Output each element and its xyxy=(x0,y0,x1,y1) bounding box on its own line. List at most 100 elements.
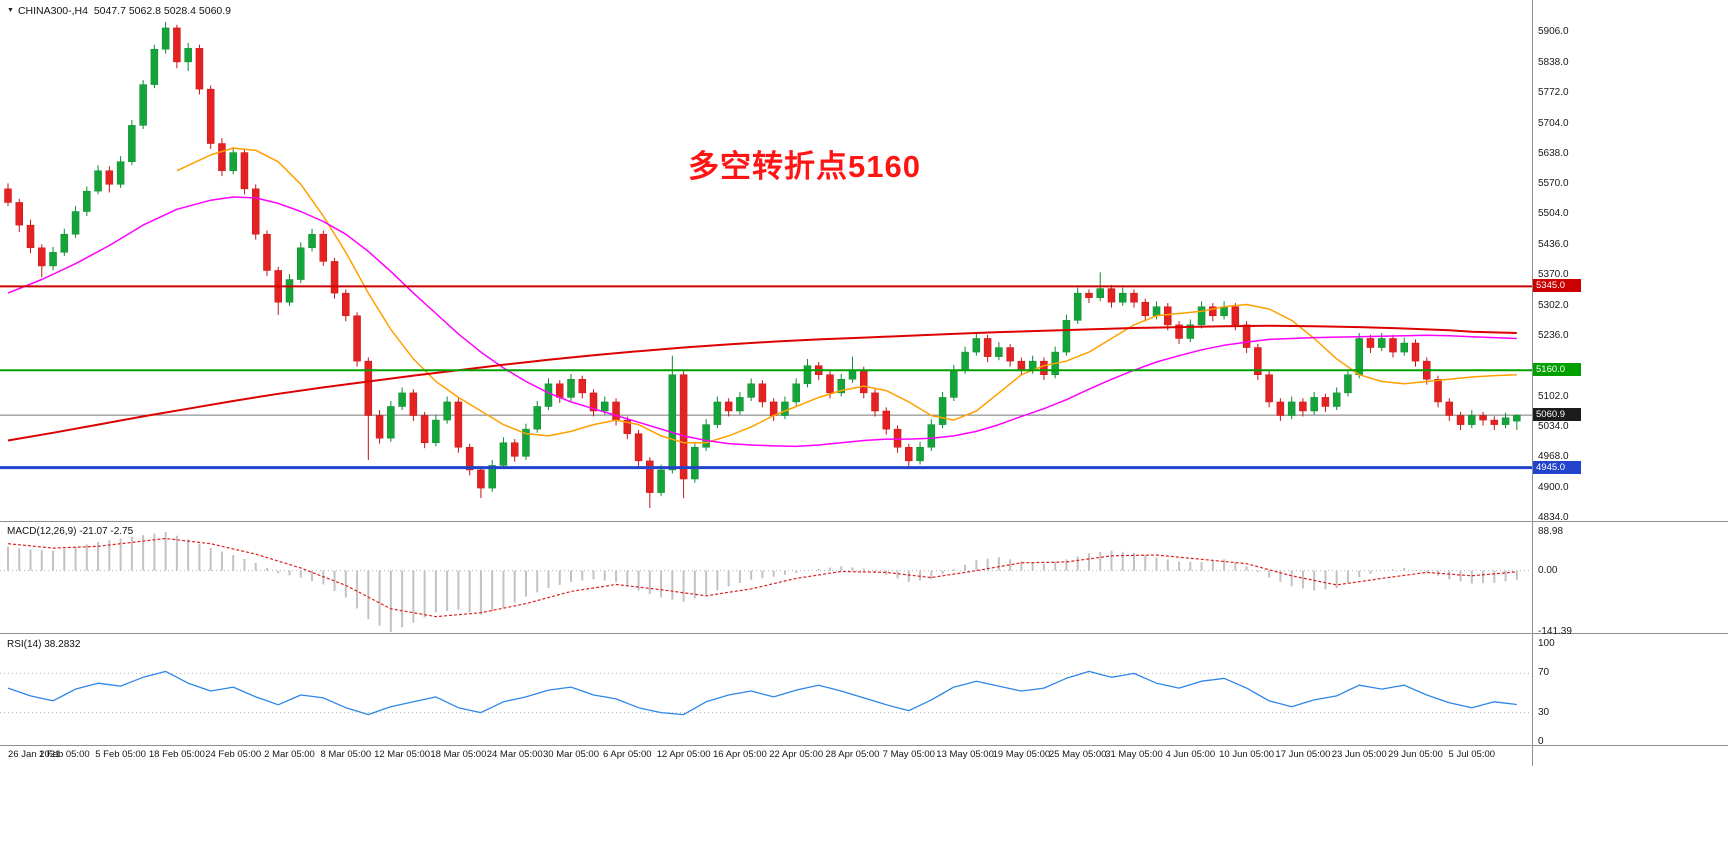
candle-up xyxy=(139,84,147,126)
price-tick-label: 5302.0 xyxy=(1538,299,1569,311)
candle-up xyxy=(792,383,800,403)
candle-down xyxy=(1209,306,1217,317)
candle-up xyxy=(308,233,316,249)
rsi-panel-canvas[interactable] xyxy=(0,634,1532,746)
price-tick-label: 5570.0 xyxy=(1538,178,1569,190)
candle-up xyxy=(1310,397,1318,412)
candle-down xyxy=(758,383,767,403)
candle-up xyxy=(657,469,665,493)
candle-down xyxy=(1490,419,1499,425)
date-label: 18 Feb 05:00 xyxy=(148,749,205,760)
candle-up xyxy=(522,428,530,457)
candle-down xyxy=(15,202,24,226)
candle-down xyxy=(769,401,778,416)
candle-down xyxy=(1456,415,1465,425)
rsi-line xyxy=(7,670,1517,716)
candle-up xyxy=(736,397,744,412)
date-label: 16 Apr 05:00 xyxy=(712,749,767,760)
date-label: 25 May 05:00 xyxy=(1048,749,1107,760)
date-label: 31 May 05:00 xyxy=(1105,749,1163,760)
candle-up xyxy=(837,379,845,394)
candle-down xyxy=(195,48,204,90)
candle-down xyxy=(679,374,688,480)
candle-down xyxy=(1006,347,1014,362)
candle-down xyxy=(646,460,654,493)
candle-up xyxy=(961,351,969,371)
candle-up xyxy=(488,465,496,489)
rsi-value: 38.2832 xyxy=(44,639,81,650)
macd-panel-canvas[interactable] xyxy=(0,522,1532,634)
panel-separator[interactable] xyxy=(0,745,1728,746)
candle-up xyxy=(1332,392,1341,407)
date-label: 5 Feb 05:00 xyxy=(95,749,146,760)
candle-up xyxy=(1152,306,1161,317)
price-tick-label: 4834.0 xyxy=(1538,512,1569,523)
candle-down xyxy=(173,27,181,63)
rsi-tick-label: 70 xyxy=(1538,667,1550,679)
date-label: 7 May 05:00 xyxy=(882,749,935,760)
candle-down xyxy=(724,401,733,412)
candle-down xyxy=(420,415,429,443)
candle-up xyxy=(713,401,722,425)
candle-up xyxy=(995,347,1003,357)
candle-up xyxy=(128,125,136,162)
price-badge-4945.0: 4945.0 xyxy=(1533,460,1581,474)
candle-down xyxy=(623,419,632,434)
candle-down xyxy=(1445,401,1454,416)
candle-down xyxy=(1017,360,1026,371)
candle-down xyxy=(1164,306,1172,326)
date-label: 24 Mar 05:00 xyxy=(486,749,543,760)
candle-up xyxy=(1501,417,1510,425)
price-tick-label: 5772.0 xyxy=(1538,86,1569,98)
candle-up xyxy=(601,401,609,412)
price-tick-label: 4900.0 xyxy=(1538,482,1569,494)
candle-up xyxy=(1186,324,1195,339)
candle-up xyxy=(387,406,395,439)
candle-up xyxy=(1400,342,1408,353)
chart-annotation-text: 多空转折点5160 xyxy=(688,149,921,184)
candle-up xyxy=(184,48,192,63)
date-label: 6 Apr 05:00 xyxy=(602,749,652,760)
macd-tick-label: -141.39 xyxy=(1538,626,1572,637)
candle-down xyxy=(905,447,913,462)
panel-separator[interactable] xyxy=(0,521,1728,522)
candle-down xyxy=(1299,401,1307,412)
price-badge-5345.0: 5345.0 xyxy=(1533,279,1581,293)
date-label: 22 Apr 05:00 xyxy=(769,749,824,760)
time-axis[interactable]: 26 Jan 2021 1 Feb 05:00 5 Feb 05:00 18 Feb … xyxy=(0,749,1560,765)
candle-up xyxy=(116,161,125,185)
axis-separator xyxy=(1532,0,1533,766)
panel-separator[interactable] xyxy=(0,633,1728,634)
candle-down xyxy=(1141,301,1150,317)
date-label: 26 Jan 2021 xyxy=(8,749,61,760)
date-label: 18 Mar 05:00 xyxy=(430,749,487,760)
candle-down xyxy=(634,433,643,462)
candle-up xyxy=(544,383,553,407)
candle-up xyxy=(1377,338,1386,348)
ohlc-values-label: 5047.7 5062.8 5028.4 5060.9 xyxy=(93,5,232,17)
candle-up xyxy=(803,365,812,385)
candle-down xyxy=(510,442,519,457)
date-label: 5 Jul 05:00 xyxy=(1448,749,1496,760)
candle-down xyxy=(375,415,384,439)
candle-up xyxy=(285,279,294,303)
candle-up xyxy=(150,48,159,85)
candle-down xyxy=(1434,379,1442,403)
candle-up xyxy=(60,233,69,253)
price-badge-5160.0: 5160.0 xyxy=(1533,363,1581,377)
candle-up xyxy=(1344,374,1352,394)
candle-down xyxy=(860,369,868,394)
price-chart-canvas[interactable] xyxy=(0,0,1532,521)
candle-down xyxy=(589,392,598,412)
date-label: 13 May 05:00 xyxy=(936,749,994,760)
candle-down xyxy=(454,401,463,448)
candle-down xyxy=(251,188,260,235)
price-tick-label: 5034.0 xyxy=(1538,421,1569,433)
symbol-dropdown-icon[interactable]: ▼ xyxy=(7,7,14,14)
candle-down xyxy=(1265,374,1273,403)
candle-up xyxy=(927,424,936,448)
candle-up xyxy=(71,211,80,235)
candle-up xyxy=(567,379,575,398)
candle-down xyxy=(1175,324,1183,339)
